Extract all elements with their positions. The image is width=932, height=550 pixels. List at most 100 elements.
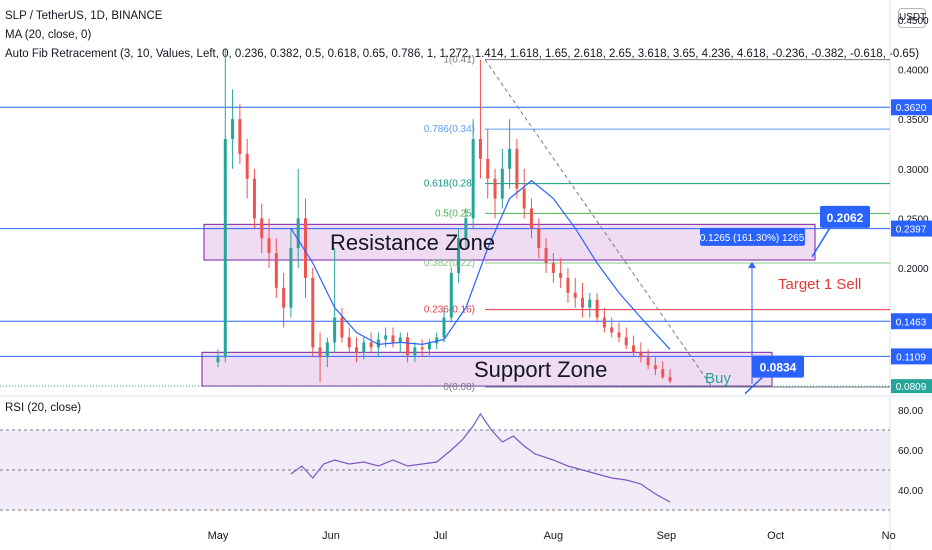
candle-body bbox=[398, 337, 402, 343]
candle bbox=[537, 218, 541, 259]
candle bbox=[260, 203, 264, 254]
price-label-text: 0.2397 bbox=[896, 225, 927, 236]
candle-body bbox=[420, 347, 424, 350]
candle-body bbox=[252, 178, 256, 219]
fib-level-label: 0.382(0.22) bbox=[424, 258, 475, 269]
candle bbox=[478, 59, 482, 179]
candle bbox=[347, 327, 351, 353]
candle bbox=[566, 267, 570, 303]
candle-body bbox=[362, 342, 366, 353]
candle bbox=[602, 307, 606, 333]
candle bbox=[274, 238, 278, 298]
candle-body bbox=[573, 292, 577, 298]
rsi-tick-label: 60.00 bbox=[898, 446, 923, 457]
candle bbox=[282, 272, 286, 328]
candle-body bbox=[384, 335, 388, 340]
ma-indicator-label[interactable]: MA (20, close, 0) bbox=[5, 29, 92, 41]
current-price-badge bbox=[891, 379, 932, 394]
candle bbox=[362, 337, 366, 360]
price-tick-label: 0.3500 bbox=[898, 115, 929, 126]
candle bbox=[413, 342, 417, 363]
candle-body bbox=[588, 299, 592, 308]
candle-body bbox=[581, 297, 585, 308]
candle bbox=[515, 138, 519, 199]
rsi-indicator-label[interactable]: RSI (20, close) bbox=[5, 402, 82, 414]
candle bbox=[639, 342, 643, 363]
candle bbox=[471, 119, 475, 229]
time-tick-label: May bbox=[208, 530, 229, 542]
candle-body bbox=[478, 138, 482, 159]
candle-body bbox=[668, 377, 672, 382]
candle-body bbox=[318, 347, 322, 358]
candle bbox=[289, 228, 293, 318]
candle-body bbox=[303, 218, 307, 278]
price-label-text: 0.3620 bbox=[896, 103, 927, 114]
projection-arrowhead bbox=[748, 261, 756, 268]
candle-body bbox=[486, 158, 490, 179]
candle bbox=[355, 337, 359, 363]
candle bbox=[231, 89, 235, 169]
candle-body bbox=[529, 208, 533, 229]
price-tick-label: 0.2000 bbox=[898, 264, 929, 275]
target-price-text: 0.2062 bbox=[827, 211, 864, 225]
fib-level-label: 0.618(0.28) bbox=[424, 179, 475, 190]
candle bbox=[325, 337, 329, 368]
candle-body bbox=[515, 148, 519, 189]
candle-body bbox=[522, 188, 526, 209]
price-label-badge bbox=[891, 220, 932, 237]
candle bbox=[595, 292, 599, 323]
time-tick-label: Jul bbox=[433, 530, 447, 542]
target-price-callout bbox=[820, 205, 870, 228]
candle-body bbox=[413, 347, 417, 356]
candle-body bbox=[435, 337, 439, 344]
target-callout-pointer bbox=[811, 227, 831, 258]
candle bbox=[464, 208, 468, 249]
price-tick-label: 0.4500 bbox=[898, 16, 929, 27]
candle bbox=[340, 307, 344, 343]
candle bbox=[508, 119, 512, 189]
candle bbox=[223, 49, 227, 363]
candle-body bbox=[442, 317, 446, 338]
candle-body bbox=[231, 119, 235, 139]
candle bbox=[449, 267, 453, 323]
candle bbox=[252, 168, 256, 229]
candle bbox=[318, 332, 322, 383]
candle bbox=[457, 228, 461, 283]
candle-body bbox=[639, 352, 643, 358]
support-zone-label: Support Zone bbox=[474, 357, 607, 382]
candle-body bbox=[500, 168, 504, 199]
candle-body bbox=[471, 138, 475, 219]
projection-label-box bbox=[700, 227, 805, 246]
candle bbox=[391, 327, 395, 348]
candle-body bbox=[551, 263, 555, 273]
entry-price-text: 0.0834 bbox=[760, 361, 797, 375]
ticker-title: SLP / TetherUS, 1D, BINANCE bbox=[5, 10, 163, 22]
time-tick-label: Aug bbox=[544, 530, 564, 542]
candle-body bbox=[602, 317, 606, 328]
candle-body bbox=[610, 327, 614, 333]
candle-body bbox=[464, 218, 468, 239]
candle bbox=[653, 357, 657, 376]
candle-body bbox=[325, 342, 329, 358]
rsi-tick-label: 80.00 bbox=[898, 406, 923, 417]
candle bbox=[559, 258, 563, 288]
price-tick-label: 0.4000 bbox=[898, 66, 929, 77]
candle-body bbox=[406, 337, 410, 356]
candle bbox=[333, 248, 337, 353]
candle bbox=[500, 148, 504, 209]
fib-indicator-label[interactable]: Auto Fib Retracement (3, 10, Values, Lef… bbox=[5, 48, 920, 60]
candle-body bbox=[238, 119, 242, 154]
price-label-text: 0.1463 bbox=[896, 317, 927, 328]
candle-body bbox=[369, 342, 373, 348]
currency-button[interactable]: USDT bbox=[898, 8, 926, 28]
candle-body bbox=[282, 287, 286, 308]
candle bbox=[551, 253, 555, 283]
candle-body bbox=[223, 138, 227, 358]
entry-callout-pointer bbox=[744, 377, 763, 395]
fib-level-label: 0.236(0.16) bbox=[424, 305, 475, 316]
price-tick-label: 0.2500 bbox=[898, 214, 929, 225]
price-label-badge bbox=[891, 313, 932, 330]
buy-label: Buy bbox=[705, 370, 731, 387]
candle-body bbox=[333, 317, 337, 343]
